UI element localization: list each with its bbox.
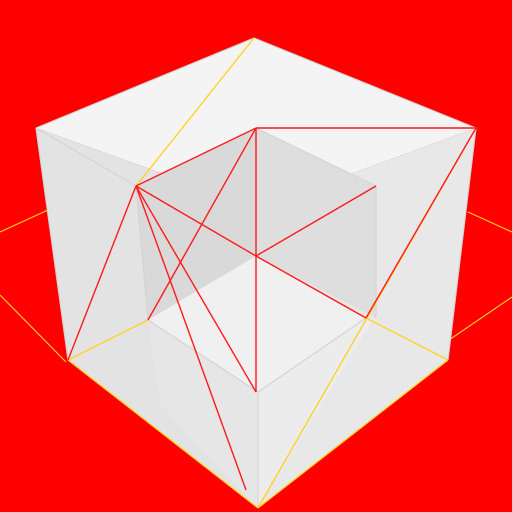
edge-cavity-floor-left [147,319,259,393]
ground-line-left-upper [0,209,49,233]
ground-line-right-upper [467,211,512,233]
yellow-top-diagonal [135,37,255,187]
ground-line-right-lower [448,296,512,341]
red-diag-d [255,185,377,257]
cube-top-face [36,38,476,208]
cavity-floor [148,256,366,392]
red-diag-g [67,185,137,361]
yellow-bottom-left [67,359,259,509]
cube-cavity [136,128,376,508]
red-diag-i [365,127,477,319]
edge-cavity-floor-right [257,317,367,393]
red-diag-c [135,185,257,257]
yellow-lower-right-edge [365,317,449,361]
edge-back-right [255,127,377,187]
edge-right-vertical [447,127,477,361]
yellow-bottom-right [257,359,449,509]
edge-left-vertical [35,127,69,361]
cavity-front-left [148,320,258,508]
red-diag-e [255,255,367,319]
red-diag-a [135,127,257,187]
cavity-front-right [258,318,372,508]
cavity-left-face [136,128,256,320]
red-diag-h [135,185,247,491]
yellow-left-lower [67,319,149,361]
cavity-back-face [256,128,376,318]
ground-line-left-lower [0,294,67,363]
red-diag-f [135,185,257,393]
red-lines [67,127,477,491]
ground-lines [0,209,512,363]
edge-cavity-left [135,185,149,321]
edge-top-left-front [35,127,137,187]
